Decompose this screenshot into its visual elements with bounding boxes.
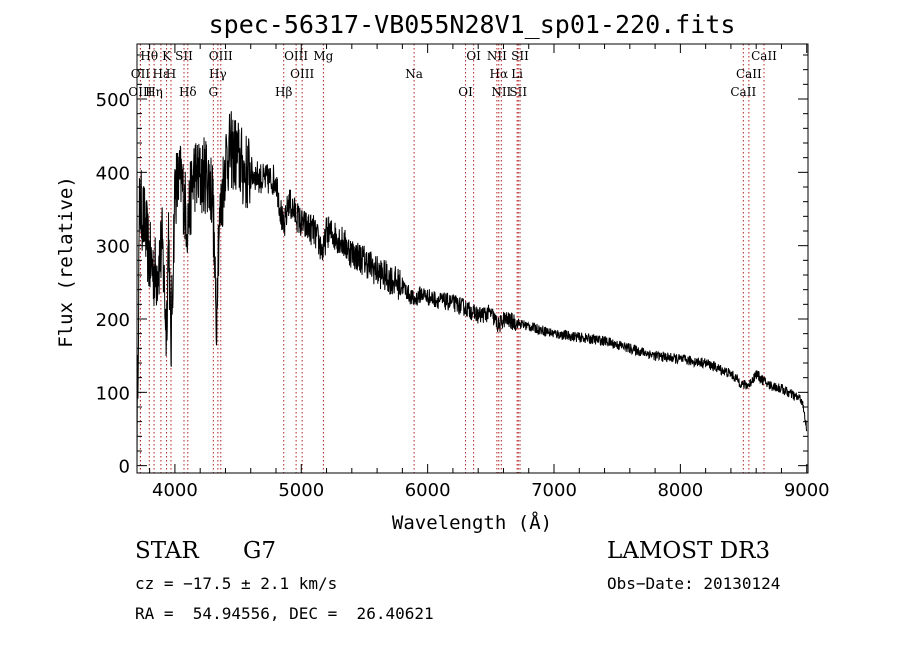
spectrum-layer	[136, 111, 808, 466]
object-subclass: G7	[243, 538, 277, 564]
chart-title: spec-56317-VB055N28V1_sp01-220.fits	[209, 10, 736, 39]
x-axis-label: Wavelength (Å)	[392, 511, 552, 534]
y-axis-label: Flux (relative)	[55, 176, 77, 348]
line-label: Hδ	[179, 85, 197, 99]
y-tick-label: 500	[96, 90, 130, 111]
line-label: G	[209, 85, 219, 99]
y-tick-label: 400	[96, 163, 130, 184]
line-label: Hα	[489, 67, 508, 81]
line-label: OIII	[290, 67, 314, 81]
plot-frame	[136, 43, 809, 474]
spectral-line-markers: Hθ OII OIII K Hε Hη SII HHδ OIII Hγ G OIII OIII Hβ Mg N…	[128, 44, 777, 473]
line-label: Hβ	[275, 85, 292, 99]
y-tick-label: 200	[96, 310, 130, 331]
observation-date: Obs−Date: 20130124	[607, 574, 781, 593]
line-label: OI	[466, 49, 481, 63]
line-label: Na	[405, 67, 423, 81]
line-label: CaII	[751, 49, 777, 63]
redshift-cz: cz = −17.5 ± 2.1 km/s	[135, 574, 338, 593]
x-axis-ticks: 4000 5000 6000 7000 8000 9000	[149, 44, 830, 501]
y-axis-ticks: 0 100 200 300 400 500	[96, 54, 808, 478]
line-label: Hη	[145, 85, 163, 99]
spectrum-line	[136, 111, 808, 466]
line-label: SII	[511, 49, 529, 63]
line-label: NII	[491, 85, 511, 99]
x-tick-label: 4000	[152, 480, 198, 501]
coordinates: RA = 54.94556, DEC = 26.40621	[135, 604, 434, 623]
line-label: SII	[509, 85, 527, 99]
line-label: OIII	[128, 85, 152, 99]
survey-name: LAMOST DR3	[607, 538, 771, 564]
line-label: Hθ	[140, 49, 158, 63]
line-label: SII	[175, 49, 193, 63]
line-label: NII	[487, 49, 507, 63]
x-tick-label: 8000	[657, 480, 703, 501]
line-label: OII	[131, 67, 151, 81]
x-tick-label: 7000	[531, 480, 577, 501]
line-label: OI	[458, 85, 473, 99]
y-tick-label: 300	[96, 237, 130, 258]
line-label: Li	[511, 67, 523, 81]
line-label: CaII	[730, 85, 756, 99]
line-label: OIII	[284, 49, 308, 63]
x-tick-label: 9000	[784, 480, 830, 501]
line-label: H	[166, 67, 176, 81]
line-label: OIII	[209, 49, 233, 63]
y-tick-label: 0	[119, 457, 130, 478]
line-label: Mg	[313, 49, 333, 63]
line-label: CaII	[736, 67, 762, 81]
y-tick-label: 100	[96, 383, 130, 404]
line-label: Hε	[153, 67, 170, 81]
x-tick-label: 6000	[405, 480, 451, 501]
x-tick-label: 5000	[278, 480, 324, 501]
line-label: Hγ	[209, 67, 227, 81]
line-label: K	[162, 49, 172, 63]
object-class: STAR	[135, 538, 199, 564]
